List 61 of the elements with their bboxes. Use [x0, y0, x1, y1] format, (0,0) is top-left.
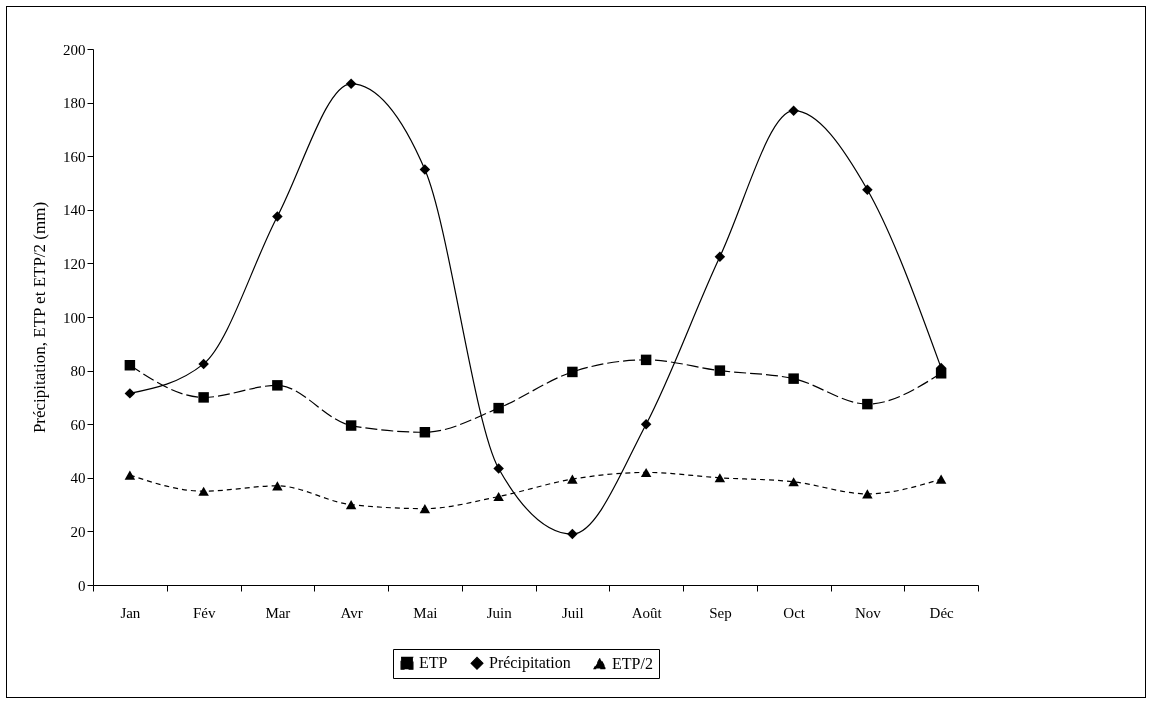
x-tick-label: Mai: [413, 604, 438, 621]
y-tick-label: 20: [70, 523, 86, 540]
y-axis-title: Précipitation, ETP et ETP/2 (mm): [30, 201, 49, 434]
x-tick-label: Fév: [192, 604, 216, 621]
point: [788, 477, 799, 487]
point: [714, 251, 726, 262]
y-tick-label: 80: [70, 363, 86, 380]
x-tick-label: Juil: [562, 604, 584, 621]
point: [567, 528, 578, 540]
point: [788, 105, 799, 116]
point: [862, 398, 873, 410]
legend-label: ETP/2: [612, 654, 653, 672]
point: [419, 427, 431, 438]
y-tick-label: 0: [78, 577, 86, 594]
point: [493, 402, 504, 414]
point: [862, 489, 873, 499]
x-tick-label: Nov: [854, 604, 882, 621]
point: [198, 486, 209, 496]
y-tick-label: 120: [63, 255, 86, 272]
point: [862, 184, 873, 195]
point: [272, 380, 283, 391]
point: [419, 504, 431, 514]
y-tick-label: 40: [70, 470, 86, 487]
y-tick-label: 200: [63, 41, 86, 58]
y-tick-label: 60: [70, 416, 86, 433]
point: [640, 418, 652, 430]
x-tick-label: Jan: [120, 604, 141, 621]
x-tick-label: Oct: [783, 604, 806, 621]
point: [493, 492, 504, 502]
point: [640, 354, 652, 366]
point: [272, 211, 283, 222]
y-tick-label: 140: [63, 202, 86, 219]
point: [198, 392, 209, 403]
x-tick-label: Juin: [486, 604, 513, 621]
point: [640, 467, 652, 477]
y-tick-label: 100: [63, 309, 86, 326]
x-tick-label: Avr: [340, 604, 363, 621]
y-tick-label: 160: [63, 148, 86, 165]
point: [272, 481, 283, 491]
point: [124, 388, 136, 399]
point: [124, 470, 136, 480]
legend-label: ETP: [419, 654, 448, 672]
point: [198, 358, 209, 370]
point: [493, 463, 504, 474]
point: [714, 473, 726, 483]
y-tick-label: 180: [63, 95, 86, 112]
x-tick-label: Sep: [709, 604, 732, 621]
point: [935, 474, 947, 484]
point: [124, 360, 136, 371]
x-tick-label: Août: [631, 604, 663, 621]
point: [567, 474, 578, 484]
point: [345, 78, 357, 90]
x-tick-label: Mar: [265, 604, 291, 621]
point: [419, 164, 431, 175]
point: [788, 373, 799, 384]
point: [345, 500, 357, 510]
point: [714, 365, 726, 376]
point: [345, 420, 357, 431]
x-tick-label: Déc: [929, 604, 955, 621]
legend-label: Précipitation: [489, 654, 571, 673]
point: [567, 366, 578, 378]
